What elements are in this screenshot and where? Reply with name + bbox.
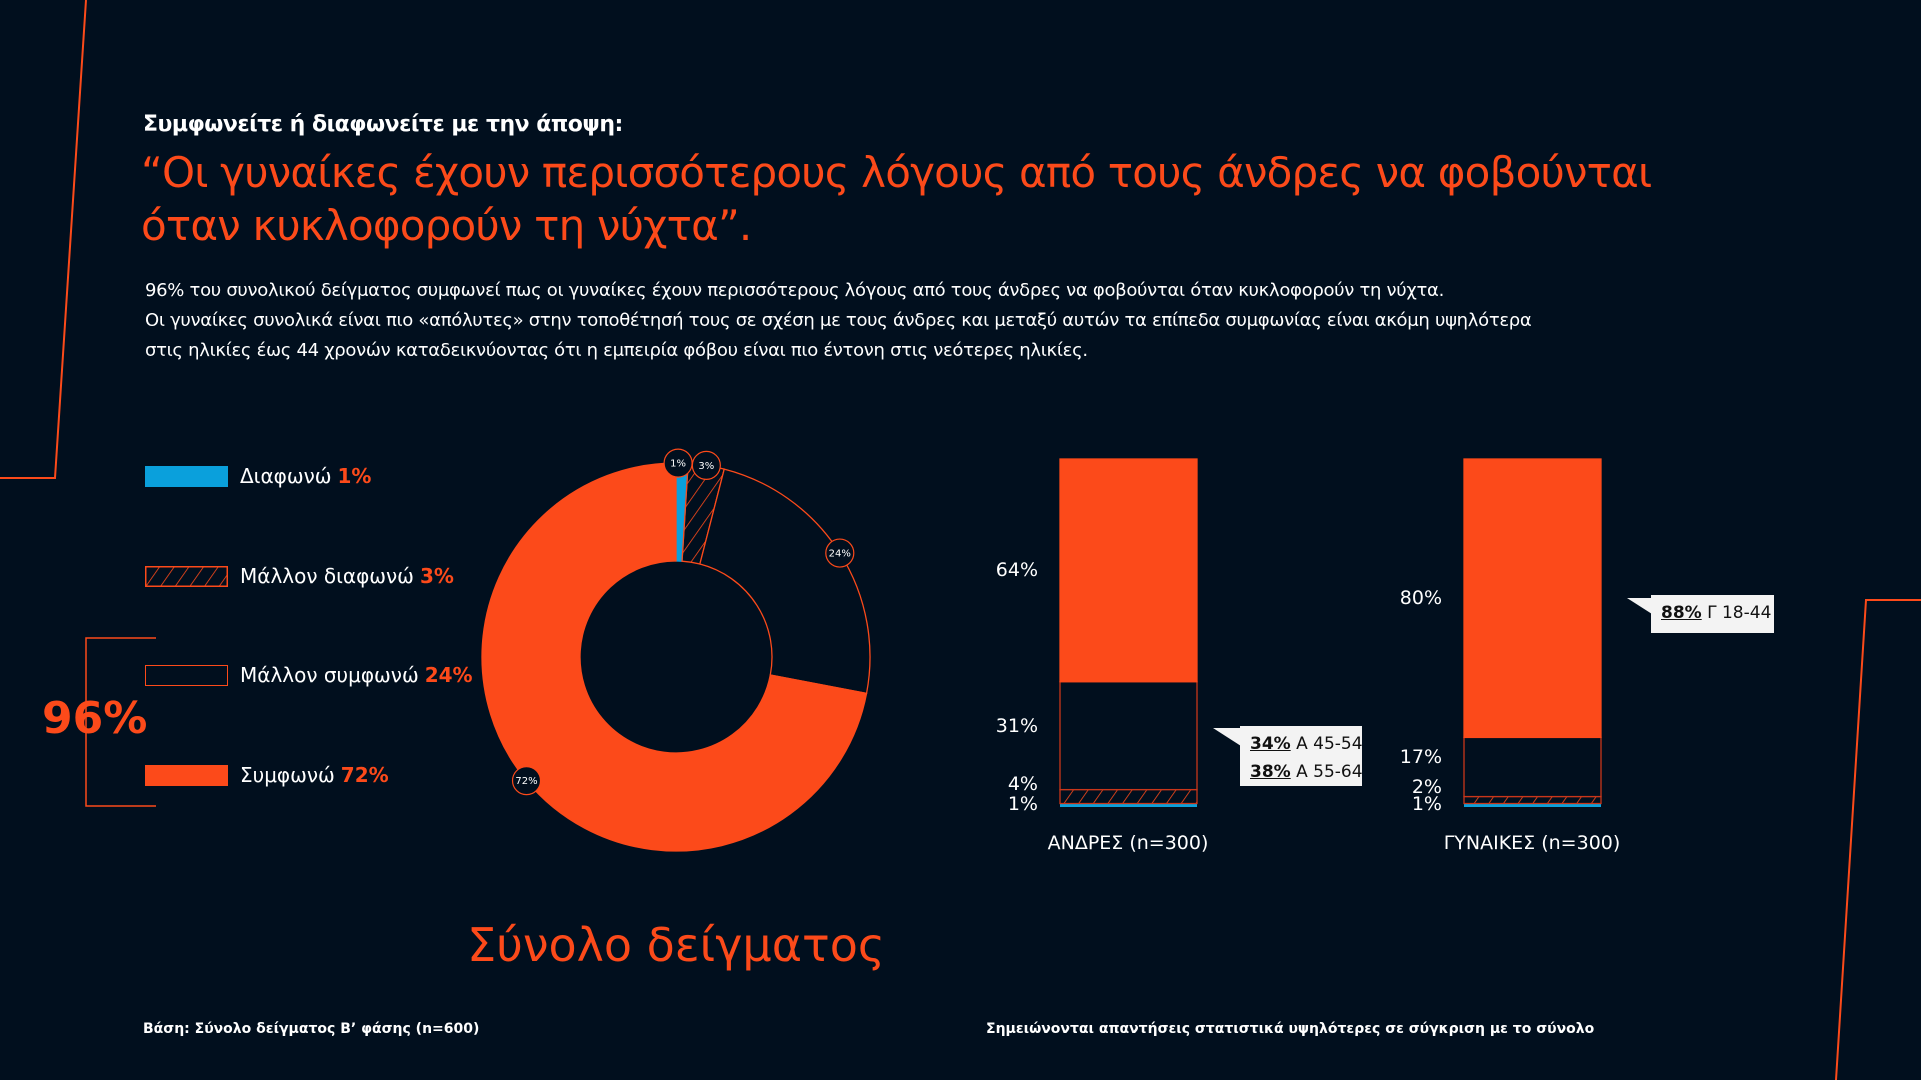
total-agree-value: 96% <box>42 693 148 744</box>
bar-value-label: 80% <box>1399 587 1442 610</box>
svg-text:72%: 72% <box>515 776 537 787</box>
bar-segment-agree <box>1463 458 1602 739</box>
bar-value-label: 1% <box>1007 793 1038 815</box>
callout-item: 88% Γ 18-44 <box>1661 599 1771 627</box>
legend-item-rather-agree: Μάλλον συμφωνώ 24% <box>145 663 473 687</box>
callout-pct: 38% <box>1250 762 1291 782</box>
footer-base: Βάση: Σύνολο δείγματος Β’ φάσης (n=600) <box>143 1021 480 1037</box>
svg-text:3%: 3% <box>698 461 714 472</box>
question-subtitle: Συμφωνείτε ή διαφωνείτε με την άποψη: <box>143 112 623 137</box>
legend-pct: 1% <box>337 464 372 488</box>
bar-value-label: 31% <box>995 714 1038 737</box>
legend-swatch <box>145 565 228 587</box>
donut-data-label: 72% <box>511 766 542 796</box>
svg-text:24%: 24% <box>829 549 851 560</box>
paragraph-line: Οι γυναίκες συνολικά είναι πιο «απόλυτες… <box>145 310 1532 331</box>
callout-women: 88% Γ 18-44 <box>1651 595 1774 633</box>
callout-pct: 88% <box>1661 603 1702 623</box>
bar-segment-disagree <box>1464 803 1601 807</box>
legend-swatch <box>145 664 228 686</box>
bar-value-label: 4% <box>1007 772 1038 795</box>
bar-value-label: 1% <box>1411 793 1442 815</box>
title-line: “Οι γυναίκες έχουν περισσότερους λόγους … <box>141 148 1652 197</box>
bar-segment-disagree <box>1060 803 1197 807</box>
footer-note: Σημειώνονται απαντήσεις στατιστικά υψηλό… <box>986 1021 1595 1037</box>
bar-segment-rather-agree <box>1463 736 1602 798</box>
callout-item: 34% Α 45-54 <box>1250 730 1363 758</box>
legend-item-agree: Συμφωνώ 72% <box>145 763 389 787</box>
legend-label: Μάλλον διαφωνώ <box>240 564 414 588</box>
legend-item-disagree: Διαφωνώ 1% <box>145 464 371 488</box>
callout-men: 34% Α 45-54 38% Α 55-64 <box>1240 726 1363 786</box>
donut-slice-rather-agree <box>699 468 871 695</box>
title-line: όταν κυκλοφορούν τη νύχτα”. <box>141 201 752 250</box>
donut-title: Σύνολο δείγματος <box>467 918 885 972</box>
bar-value-label: 17% <box>1399 745 1442 768</box>
legend-label: Διαφωνώ <box>240 464 332 488</box>
legend-pct: 72% <box>340 763 389 787</box>
bar-value-label: 2% <box>1411 776 1442 799</box>
category-label-women: ΓΥΝΑΙΚΕΣ (n=300) <box>1443 832 1621 854</box>
donut-data-label: 3% <box>691 450 721 480</box>
legend-item-rather-disagree: Μάλλον διαφωνώ 3% <box>145 564 454 588</box>
callout-group: Α 45-54 <box>1296 734 1363 754</box>
callout-pct: 34% <box>1250 734 1291 754</box>
legend-swatch <box>145 764 228 786</box>
donut-slice-agree <box>481 462 868 852</box>
callout-group: Α 55-64 <box>1296 762 1363 782</box>
legend-pct: 3% <box>419 564 454 588</box>
bar-value-label: 64% <box>995 559 1038 582</box>
category-label-men: ΑΝΔΡΕΣ (n=300) <box>1047 832 1209 854</box>
summary-paragraph: 96% του συνολικού δείγματος συμφωνεί πως… <box>145 276 1532 366</box>
legend-pct: 24% <box>424 663 473 687</box>
donut-data-label: 24% <box>825 538 855 568</box>
bar-segment-agree <box>1059 458 1198 683</box>
callout-item: 38% Α 55-64 <box>1250 758 1363 786</box>
svg-text:1%: 1% <box>670 459 686 470</box>
paragraph-line: στις ηλικίες έως 44 χρονών καταδεικνύοντ… <box>145 340 1088 361</box>
legend-swatch <box>145 465 228 487</box>
total-bracket <box>85 637 156 807</box>
legend-label: Συμφωνώ <box>240 763 335 787</box>
page-title: “Οι γυναίκες έχουν περισσότερους λόγους … <box>141 146 1652 252</box>
paragraph-line: 96% του συνολικού δείγματος συμφωνεί πως… <box>145 280 1445 301</box>
legend-label: Μάλλον συμφωνώ <box>240 663 419 687</box>
callout-group: Γ 18-44 <box>1707 603 1772 623</box>
bar-segment-rather-agree <box>1059 681 1198 791</box>
